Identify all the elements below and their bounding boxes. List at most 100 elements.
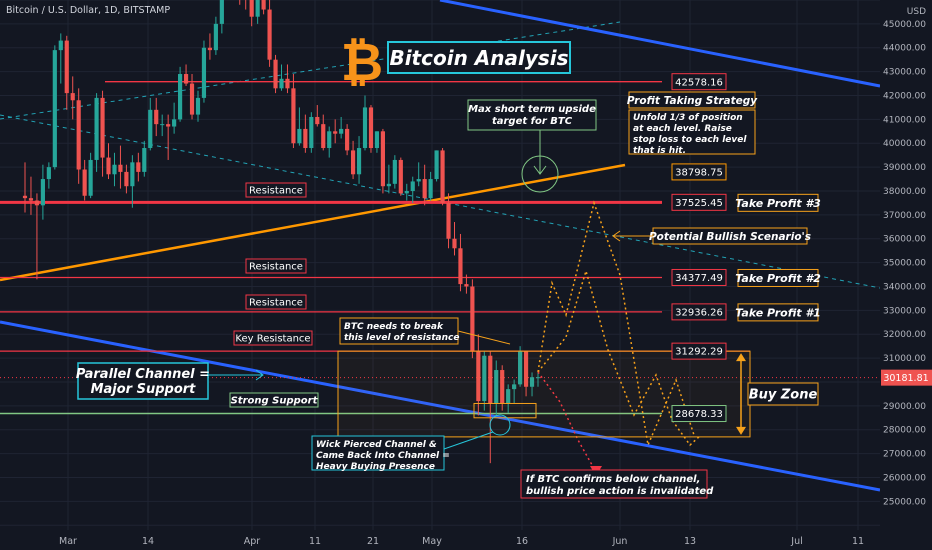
candle-body [339,128,344,134]
y-tick-label: 33000.00 [883,306,926,316]
invalidation-text-line: If BTC confirms below channel, [526,474,700,485]
wick-circle [489,414,511,436]
candle-body [321,124,326,149]
price-tag: 42578.16 [675,77,723,88]
x-tick-label: Apr [244,536,261,547]
y-tick-label: 34000.00 [883,282,926,292]
y-tick-label: 43000.00 [883,68,926,78]
candle-body [130,162,135,187]
btc-break-text-line: BTC needs to break [344,322,444,332]
resistance-label-3-box [245,294,307,310]
candle-body [88,159,93,196]
price-tag-box [671,73,727,91]
y-tick-label: 45000.00 [883,20,926,30]
price-tag-box [671,193,727,211]
price-tag: 32936.26 [675,307,723,318]
bitcoin-logo: ₿ [341,33,383,93]
price-tag-box [671,405,727,423]
candle-body [500,370,505,404]
candle-body [380,131,385,187]
candle-body [350,150,356,175]
symbol-header: Bitcoin / U.S. Dollar, 1D, BITSTAMP [6,5,170,16]
candle-body [178,74,183,120]
candle-body [464,284,469,287]
y-tick-label: 41000.00 [883,115,926,125]
y-tick-label: 42000.00 [883,91,926,101]
candle-body [249,0,254,17]
candle-body [207,47,213,51]
btc-break-text-line: this level of resistance [344,333,459,343]
x-tick-label: 11 [852,536,864,547]
candle-body [166,124,171,127]
y-tick-label: 35000.00 [883,259,926,269]
profit-strategy-title-box [628,91,756,109]
price-tag: 31292.29 [675,347,723,358]
buy-zone-label: Buy Zone [749,388,818,403]
candle-body [106,157,111,175]
profit-strategy-box [628,109,756,155]
candle-body [392,159,397,184]
candle-body [34,200,40,206]
candle-body [416,179,421,182]
bullish-path-b [537,268,701,447]
candle-body [279,78,284,89]
axis-bg [880,0,932,550]
candle-body [64,40,69,94]
wick-text-line: Came Back Into Channel = [316,451,450,461]
parallel-channel-text-line: Major Support [91,382,197,397]
price-axis: 25000.00 26000.00 27000.00 28000.00 29000.00… [880,0,932,550]
bullish-scenario-label: Potential Bullish Scenario's [649,231,811,243]
parallel-channel-text-line: Parallel Channel = [76,367,210,382]
candle-body [285,78,290,89]
x-tick-label: Jul [790,536,802,547]
x-tick-label: 16 [516,536,528,547]
profit-strategy-text-line: at each level. Raise [633,124,732,134]
candle-body [404,190,409,194]
candle-body [398,159,403,194]
candle-body [327,131,332,149]
buy-zone-arrow-bot [736,426,746,435]
resistance-label-3: Resistance [249,298,303,309]
candle-body [273,59,278,89]
profit-strategy-text-line: Unfold 1/3 of position [633,113,743,123]
candle-body [201,47,207,98]
candle-body [189,83,195,115]
profit-strategy-title: Profit Taking Strategy [627,95,758,107]
candle-body [183,74,189,84]
candle-body [386,183,391,187]
price-tag: 37525.45 [675,198,723,209]
candle-body [28,198,34,201]
candle-body [195,97,201,115]
x-tick-label: 21 [367,536,379,547]
take-profit-label-box [737,303,819,322]
key-resistance-label-box [233,330,313,346]
y-tick-label: 36000.00 [883,235,926,245]
x-tick-label: Mar [59,536,77,547]
candle-body [368,107,374,149]
price-tag: 28678.33 [675,409,723,420]
candle-body [458,248,463,285]
candle-body [494,370,499,404]
candle-body [82,169,87,196]
channel-upper-line [439,0,881,88]
candle-body [100,97,105,158]
take-profit-label-box [737,193,819,212]
candle-body [470,286,475,351]
candle-body [440,150,445,203]
candle-body [267,9,272,60]
current-price-label: 30181.81 [883,373,928,384]
x-tick-label: Jun [612,536,628,547]
candle-body [428,179,433,199]
candle-body [345,128,350,151]
wick-text-line: Wick Pierced Channel & [316,440,437,450]
candle-body [213,23,218,51]
candle-body [482,355,487,402]
profit-strategy-text-line: that is hit. [633,146,686,156]
price-tag-box [671,342,727,360]
candle-body [315,116,320,125]
parallel-channel-arrow [255,369,264,381]
btc-break-pointer [457,330,511,345]
y-tick-label: 28000.00 [883,426,926,436]
take-profit-label: Take Profit #2 [735,272,821,285]
